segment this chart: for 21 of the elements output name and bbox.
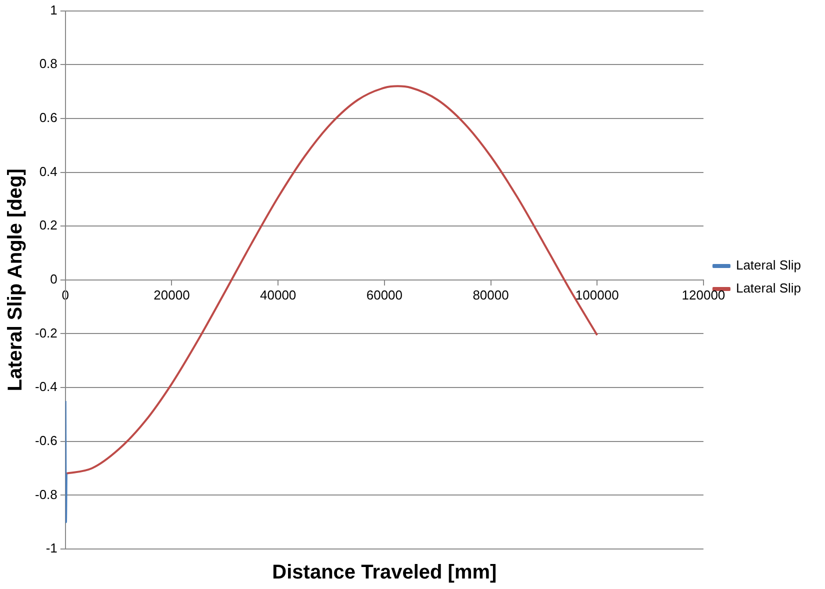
- y-tick-label: 0.6: [39, 110, 58, 126]
- legend-label: Lateral Slip: [736, 280, 802, 296]
- legend-label: Lateral Slip: [736, 258, 802, 273]
- y-tick-label: -0.6: [34, 432, 58, 448]
- x-tick-label: 20000: [154, 287, 190, 302]
- x-tick-label: 120000: [682, 287, 726, 302]
- x-axis-title: Distance Traveled [mm]: [272, 562, 497, 584]
- x-tick-label: 80000: [472, 287, 509, 302]
- y-tick-label: 0: [50, 271, 58, 286]
- y-tick-label: 0.2: [39, 218, 58, 233]
- x-tick-label: 100000: [575, 287, 619, 302]
- y-tick-label: -1: [46, 540, 58, 556]
- y-tick-label: 0.8: [39, 56, 58, 72]
- y-tick-label: -0.2: [34, 325, 58, 340]
- y-tick-label: 0.4: [39, 164, 58, 179]
- y-tick-label: -0.4: [34, 379, 58, 394]
- x-tick-label: 40000: [260, 287, 296, 302]
- y-tick-label: 1: [50, 2, 58, 18]
- x-tick-label: 60000: [366, 287, 403, 302]
- y-tick-label: -0.8: [34, 486, 58, 502]
- y-axis-title: Lateral Slip Angle [deg]: [4, 168, 27, 392]
